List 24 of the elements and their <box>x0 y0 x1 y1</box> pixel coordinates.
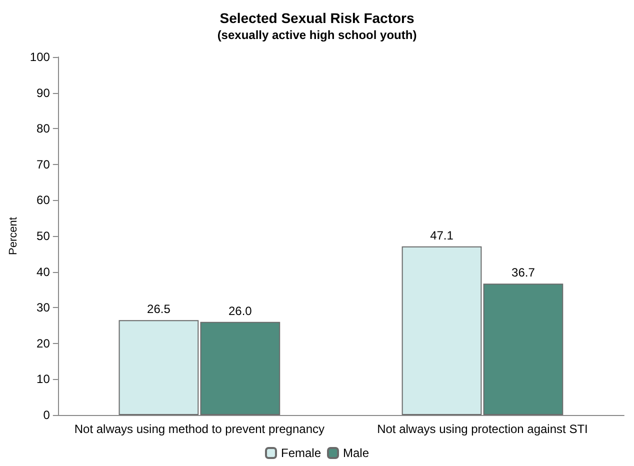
y-tick-label: 0 <box>43 408 50 422</box>
y-tick-label: 90 <box>36 86 50 100</box>
y-tick-label: 100 <box>30 50 50 64</box>
y-tick-label: 20 <box>36 336 50 350</box>
data-label: 47.1 <box>430 228 454 242</box>
y-tick-label: 60 <box>36 193 50 208</box>
data-label: 36.7 <box>512 266 536 280</box>
bar <box>483 284 564 415</box>
y-tick-label: 50 <box>36 229 50 243</box>
chart-title: Selected Sexual Risk Factors <box>220 10 414 26</box>
legend-label: Female <box>280 446 322 460</box>
y-tick-label: 10 <box>36 372 50 386</box>
x-tick-label: Not always using method to prevent pregnancy <box>74 422 325 436</box>
data-label: 26.5 <box>147 302 171 316</box>
y-tick-label: 70 <box>36 157 50 172</box>
y-axis-title: Percent <box>8 217 20 255</box>
y-tick-label: 80 <box>36 122 50 136</box>
chart-subtitle: (sexually active high school youth) <box>217 28 417 42</box>
bar <box>402 246 482 415</box>
y-tick-label: 40 <box>36 264 50 279</box>
x-tick-label: Not always using protection against STI <box>377 422 588 436</box>
y-tick-label: 30 <box>36 300 50 315</box>
legend-label: Male <box>343 446 370 460</box>
data-label: 26.0 <box>228 304 252 318</box>
